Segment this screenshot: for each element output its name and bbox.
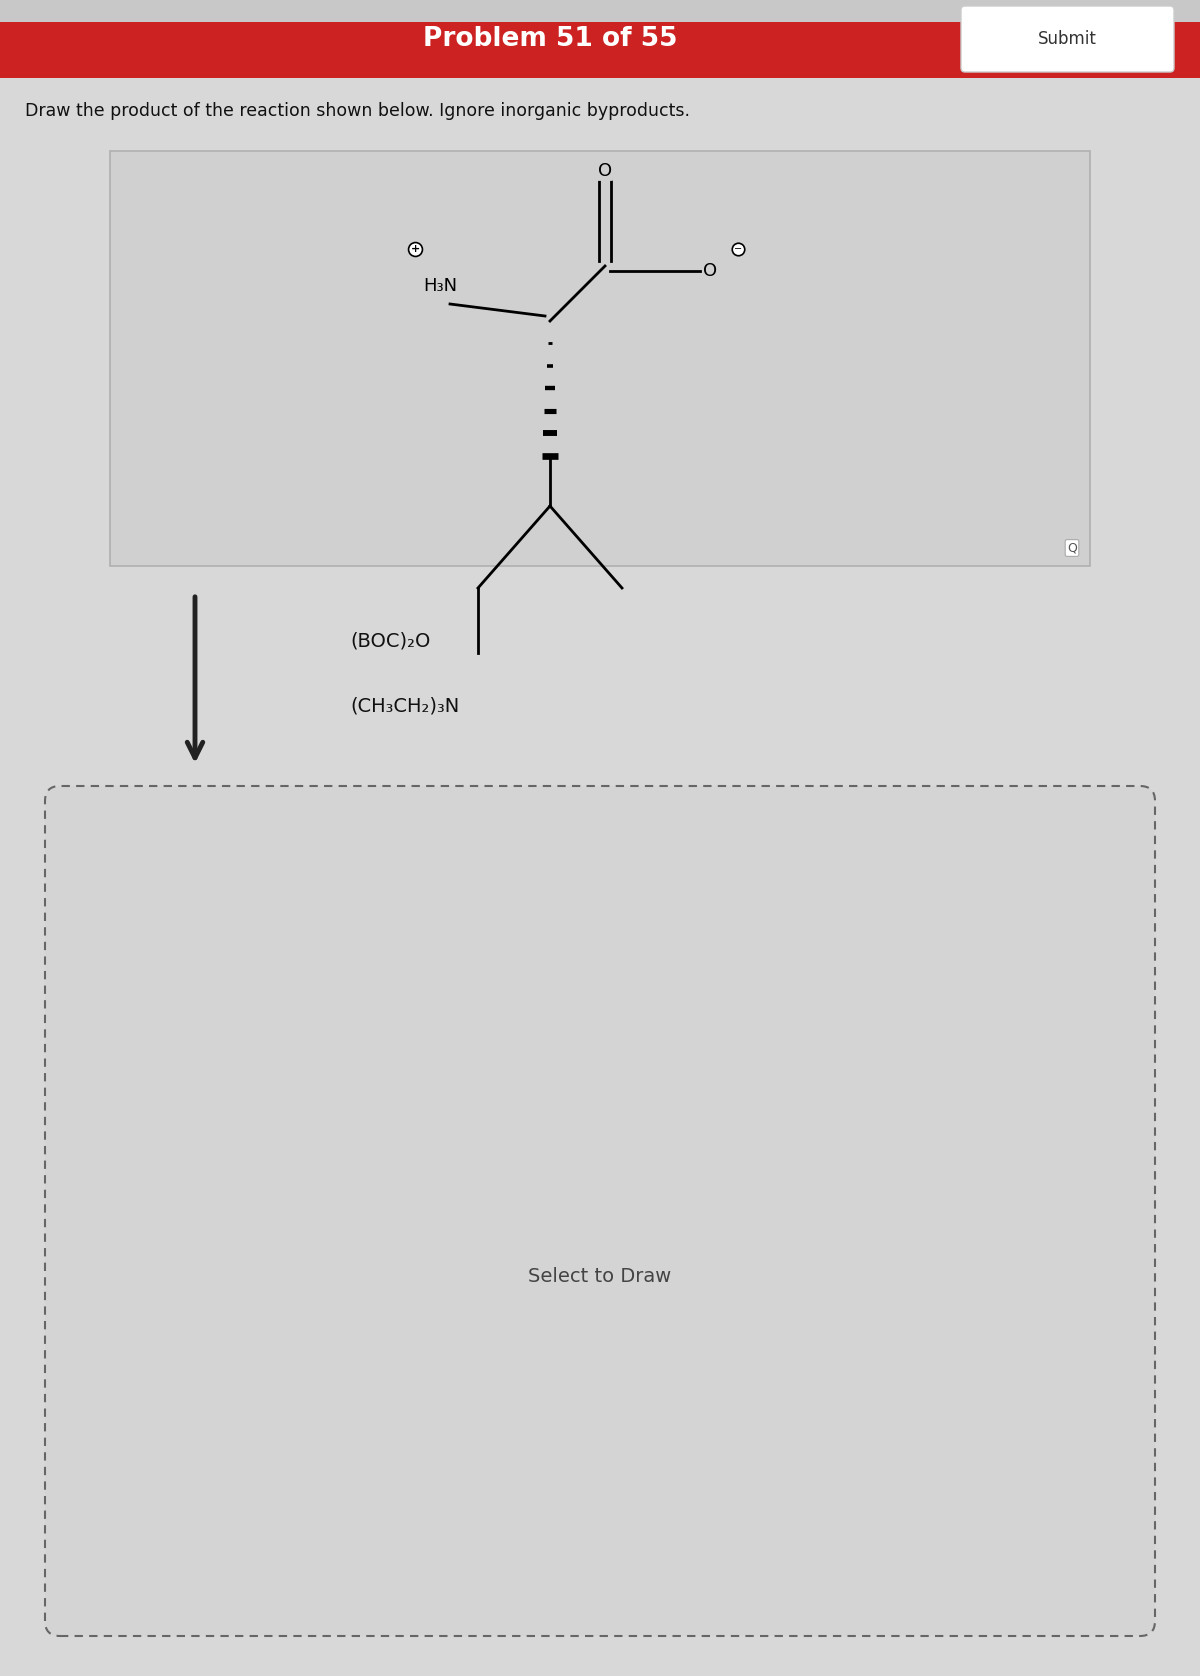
Text: (BOC)₂O: (BOC)₂O	[350, 632, 431, 650]
Text: O: O	[598, 163, 612, 179]
FancyBboxPatch shape	[46, 786, 1154, 1636]
Text: Q: Q	[1067, 541, 1076, 555]
Text: +: +	[410, 245, 420, 255]
Text: Select to Draw: Select to Draw	[528, 1267, 672, 1285]
Text: −: −	[734, 245, 742, 255]
Bar	[110, 151, 1090, 566]
Text: Problem 51 of 55: Problem 51 of 55	[422, 27, 677, 52]
Text: Draw the product of the reaction shown below. Ignore inorganic byproducts.: Draw the product of the reaction shown b…	[25, 102, 690, 121]
FancyBboxPatch shape	[961, 7, 1174, 72]
Bar	[0, 0, 1200, 79]
Bar	[0, 0, 1200, 22]
Text: Submit: Submit	[1038, 30, 1097, 49]
Text: O: O	[703, 261, 718, 280]
Text: H₃N: H₃N	[424, 277, 457, 295]
Text: (CH₃CH₂)₃N: (CH₃CH₂)₃N	[350, 697, 460, 716]
